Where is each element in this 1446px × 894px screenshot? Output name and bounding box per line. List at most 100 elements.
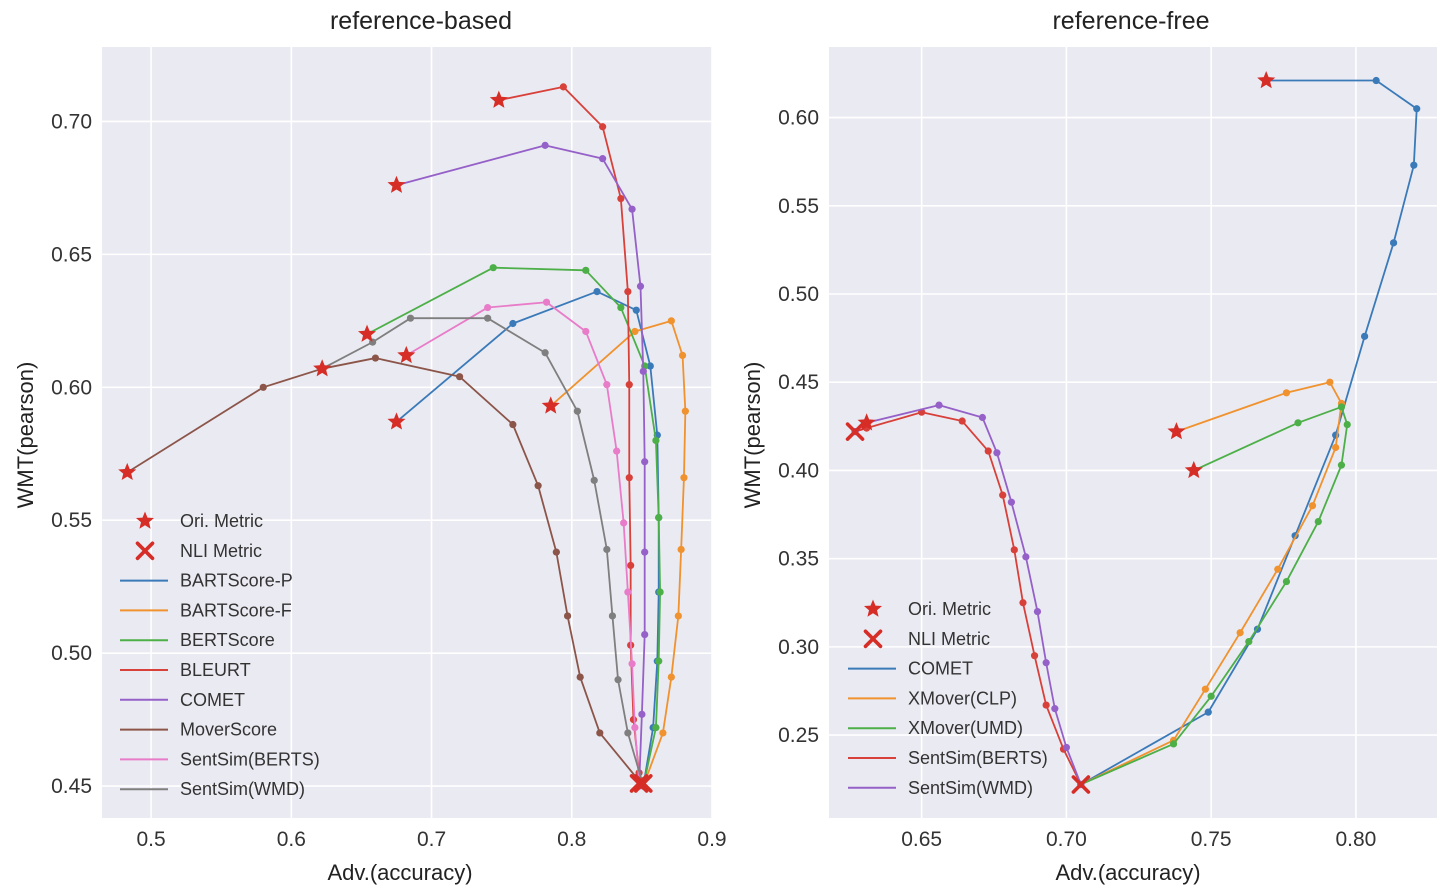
data-point [563, 612, 572, 620]
data-point [639, 367, 647, 375]
data-point [1332, 443, 1340, 452]
data-point [625, 381, 633, 389]
y-tick-label: 0.30 [778, 636, 819, 659]
data-point [638, 710, 646, 718]
series-sentsim-berts- [402, 298, 643, 785]
data-point [608, 612, 617, 620]
data-point [1337, 403, 1346, 411]
data-point [1413, 105, 1421, 113]
y-tick-label: 0.35 [778, 548, 819, 571]
data-point [617, 194, 625, 203]
data-point [596, 729, 604, 737]
data-point [1030, 652, 1039, 660]
y-tick-label: 0.25 [778, 724, 819, 747]
ori-metric-marker [118, 462, 137, 481]
data-point [599, 155, 607, 163]
data-point [628, 205, 636, 213]
data-point [646, 362, 654, 370]
series-sentsim-berts- [851, 408, 1085, 789]
x-tick-label: 0.65 [901, 828, 942, 851]
legend-label: SentSim(BERTS) [180, 749, 320, 769]
data-point [1282, 577, 1291, 586]
data-point [681, 407, 689, 415]
x-tick-label: 0.8 [557, 828, 586, 851]
data-point [455, 373, 464, 381]
data-point [1051, 705, 1059, 713]
data-point [1337, 461, 1346, 469]
data-point [613, 447, 621, 455]
data-point [1294, 419, 1302, 427]
nli-metric-marker [845, 422, 865, 441]
x-marker-stroke [845, 422, 865, 441]
data-point [636, 282, 645, 290]
data-point [552, 548, 560, 556]
x-tick-label: 0.5 [136, 828, 165, 851]
x-axis-label: Adv.(accuracy) [327, 860, 472, 885]
y-tick-label: 0.45 [778, 371, 819, 394]
series-bertscore [363, 264, 664, 790]
x-marker-stroke [633, 774, 653, 793]
y-axis-label: WMT(pearson) [13, 362, 38, 509]
data-point [541, 141, 549, 149]
y-tick-label: 0.55 [51, 509, 92, 532]
legend-label: Ori. Metric [180, 511, 263, 531]
y-tick-label: 0.65 [51, 243, 92, 266]
data-point [576, 673, 584, 681]
data-point [573, 407, 581, 415]
ori-metric-marker [1257, 71, 1276, 89]
grid [829, 47, 1437, 818]
data-point [1022, 553, 1030, 561]
data-point [614, 676, 622, 684]
x-marker-stroke [1071, 775, 1091, 794]
data-point [599, 123, 607, 131]
ori-metric-marker [358, 324, 377, 342]
data-point [629, 716, 638, 724]
ori-metric-marker [857, 413, 876, 431]
legend-label: SentSim(WMD) [908, 778, 1033, 798]
legend-star-marker [863, 599, 883, 617]
data-point [541, 349, 549, 357]
data-point [1361, 332, 1369, 340]
y-tick-label: 0.40 [778, 459, 819, 482]
data-point [627, 561, 635, 570]
data-point [958, 417, 966, 425]
data-point [1019, 599, 1027, 607]
data-point [652, 724, 660, 732]
data-point [484, 314, 492, 322]
data-point [603, 381, 611, 389]
x-tick-label: 0.7 [417, 828, 446, 851]
y-tick-label: 0.45 [51, 775, 92, 798]
y-axis-label: WMT(pearson) [740, 362, 765, 509]
data-point [1201, 685, 1209, 693]
legend-label: BERTScore [180, 630, 275, 650]
data-point [620, 519, 628, 527]
x-marker-stroke [135, 541, 155, 561]
data-point [590, 476, 598, 484]
legend-x-marker [863, 629, 883, 649]
nli-metric-marker [629, 774, 649, 793]
data-point [624, 729, 632, 737]
x-marker-stroke [863, 629, 883, 649]
data-point [406, 314, 415, 322]
data-point [641, 458, 649, 466]
data-point [1204, 708, 1212, 716]
x-tick-label: 0.70 [1046, 828, 1087, 851]
data-point [625, 474, 633, 482]
x-marker-stroke [629, 774, 649, 793]
data-point [1236, 629, 1244, 637]
data-point [1062, 743, 1071, 752]
data-point [667, 673, 675, 681]
data-point [659, 729, 667, 737]
legend-label: XMover(CLP) [908, 688, 1017, 708]
data-point [677, 545, 685, 554]
data-point [680, 474, 688, 482]
series-bartscore-f [547, 317, 689, 790]
ori-metric-marker [541, 396, 560, 414]
chart-title: reference-free [1052, 7, 1209, 35]
legend-label: NLI Metric [908, 629, 990, 649]
y-tick-label: 0.50 [778, 283, 819, 306]
data-point [1282, 389, 1291, 397]
series-line [854, 411, 1082, 785]
ori-metric-marker [397, 345, 416, 364]
data-point [371, 354, 380, 362]
